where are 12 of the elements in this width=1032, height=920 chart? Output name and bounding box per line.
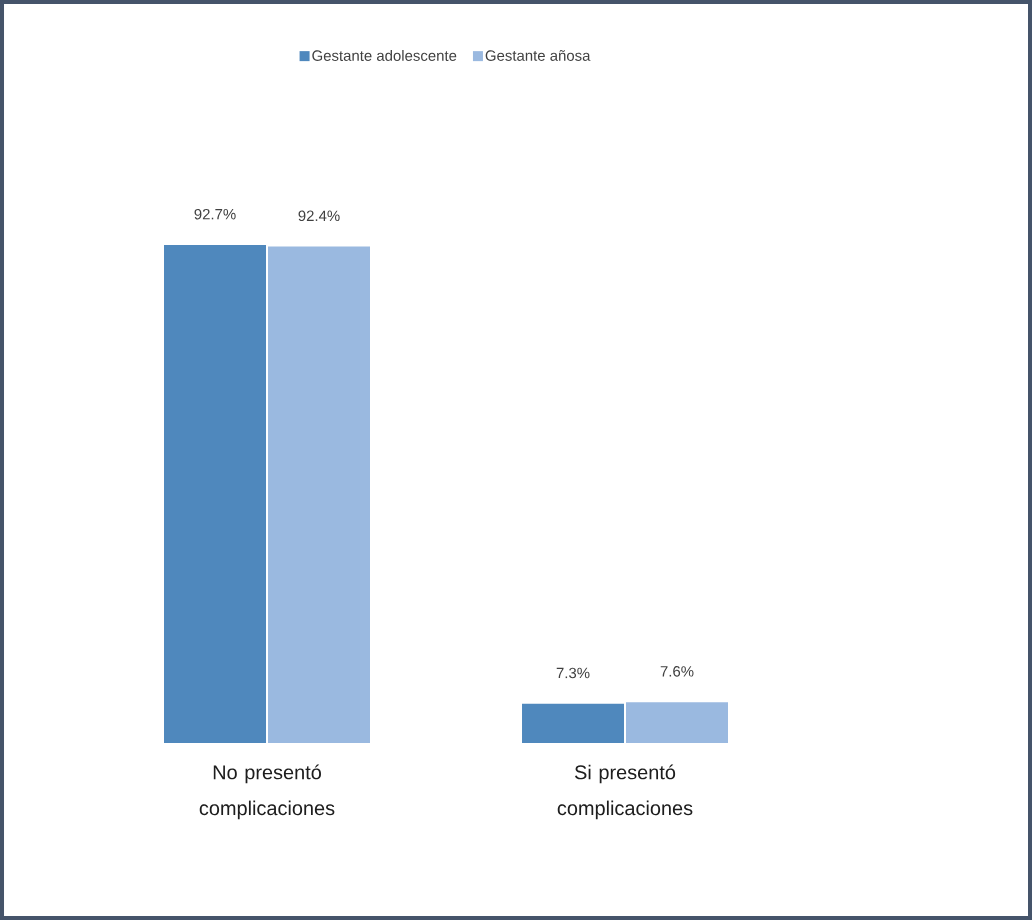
bar [626, 702, 729, 743]
legend-label: Gestante añosa [485, 50, 591, 61]
x-tick-label: No presentó complicaciones [199, 764, 335, 820]
legend-label: Gestante adolescente [312, 49, 457, 61]
bar [164, 244, 267, 743]
x-tick-label: Si presentó complicaciones [557, 764, 693, 820]
bar [268, 246, 371, 743]
data-label: 7.3% [556, 667, 590, 679]
data-label: 7.6% [660, 666, 694, 677]
bar [522, 703, 625, 743]
data-label: 92.4% [298, 210, 340, 222]
data-label: 92.7% [194, 208, 236, 220]
